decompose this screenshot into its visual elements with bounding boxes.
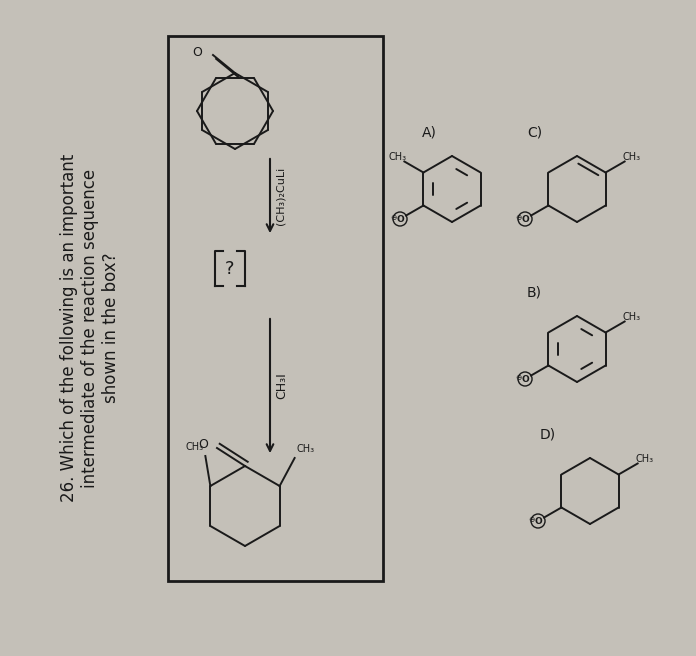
Text: CH₃: CH₃ xyxy=(622,152,640,163)
Bar xyxy=(168,36,383,581)
Text: ⊖: ⊖ xyxy=(529,515,535,524)
Text: O: O xyxy=(534,516,542,525)
Text: CH₃: CH₃ xyxy=(622,312,640,323)
Text: ?: ? xyxy=(226,260,235,277)
Text: O: O xyxy=(521,215,529,224)
Text: O: O xyxy=(396,215,404,224)
Text: CH₃: CH₃ xyxy=(185,442,203,452)
Text: C): C) xyxy=(527,126,542,140)
Text: D): D) xyxy=(540,428,556,442)
Text: CH₃: CH₃ xyxy=(635,455,654,464)
Text: ⊖: ⊖ xyxy=(516,213,522,222)
Text: O: O xyxy=(192,47,202,60)
Text: B): B) xyxy=(527,286,542,300)
Text: CH₃I: CH₃I xyxy=(275,373,288,400)
Text: A): A) xyxy=(422,126,437,140)
Text: CH₃: CH₃ xyxy=(388,152,406,163)
Text: (CH₃)₂CuLi: (CH₃)₂CuLi xyxy=(275,167,285,225)
Text: CH₃: CH₃ xyxy=(296,444,315,454)
Text: O: O xyxy=(198,438,208,451)
Text: 26. Which of the following is an important
intermediate of the reaction sequence: 26. Which of the following is an importa… xyxy=(60,154,120,502)
Text: ⊖: ⊖ xyxy=(390,213,397,222)
Text: O: O xyxy=(521,375,529,384)
Text: ⊖: ⊖ xyxy=(516,373,522,382)
